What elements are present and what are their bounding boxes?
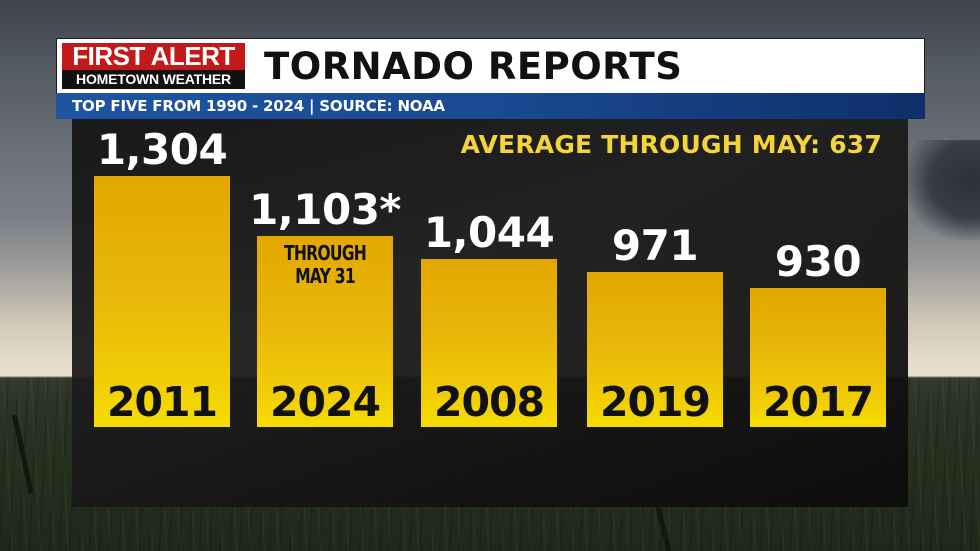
bar-value-label: 1,304: [96, 125, 228, 174]
bar: 2017: [750, 288, 886, 427]
bar: 2011: [94, 176, 230, 427]
page-title: TORNADO REPORTS: [264, 45, 683, 88]
header-title-box: FIRST ALERT HOMETOWN WEATHER TORNADO REP…: [56, 38, 925, 94]
chart-panel: AVERAGE THROUGH MAY: 637 1,304 2011 1,10…: [72, 119, 908, 507]
bar: THROUGH MAY 31 2024: [257, 236, 393, 427]
bar-year-label: 2017: [762, 378, 874, 426]
bar-group-2011: 1,304 2011: [94, 119, 230, 427]
subtitle-bar: TOP FIVE FROM 1990 - 2024 | SOURCE: NOAA: [56, 93, 925, 119]
bar-value-label: 971: [611, 221, 699, 270]
bar-year-label: 2019: [599, 378, 711, 426]
bar-value-label: 1,044: [423, 208, 555, 257]
bar-year-label: 2011: [106, 378, 218, 426]
bar-value-label: 1,103*: [249, 185, 401, 234]
average-annotation: AVERAGE THROUGH MAY: 637: [460, 130, 882, 159]
bar-year-label: 2024: [269, 378, 381, 426]
bar-group-2024: 1,103* THROUGH MAY 31 2024: [249, 119, 401, 427]
bar: 2019: [587, 272, 723, 427]
storm-cloud-background: [905, 140, 980, 240]
logo-first-alert-text: FIRST ALERT: [62, 43, 245, 70]
subtitle-source: TOP FIVE FROM 1990 - 2024 | SOURCE: NOAA: [72, 97, 445, 115]
first-alert-logo: FIRST ALERT HOMETOWN WEATHER: [62, 43, 245, 89]
bar: 2008: [421, 259, 557, 427]
bar-year-label: 2008: [433, 378, 545, 426]
bar-group-2017: 930 2017: [750, 119, 886, 427]
bar-note-through-may: THROUGH MAY 31: [283, 241, 367, 288]
bar-value-label: 930: [774, 237, 862, 286]
bar-group-2008: 1,044 2008: [421, 119, 557, 427]
bar-group-2019: 971 2019: [587, 119, 723, 427]
logo-hometown-weather-text: HOMETOWN WEATHER: [62, 70, 245, 89]
